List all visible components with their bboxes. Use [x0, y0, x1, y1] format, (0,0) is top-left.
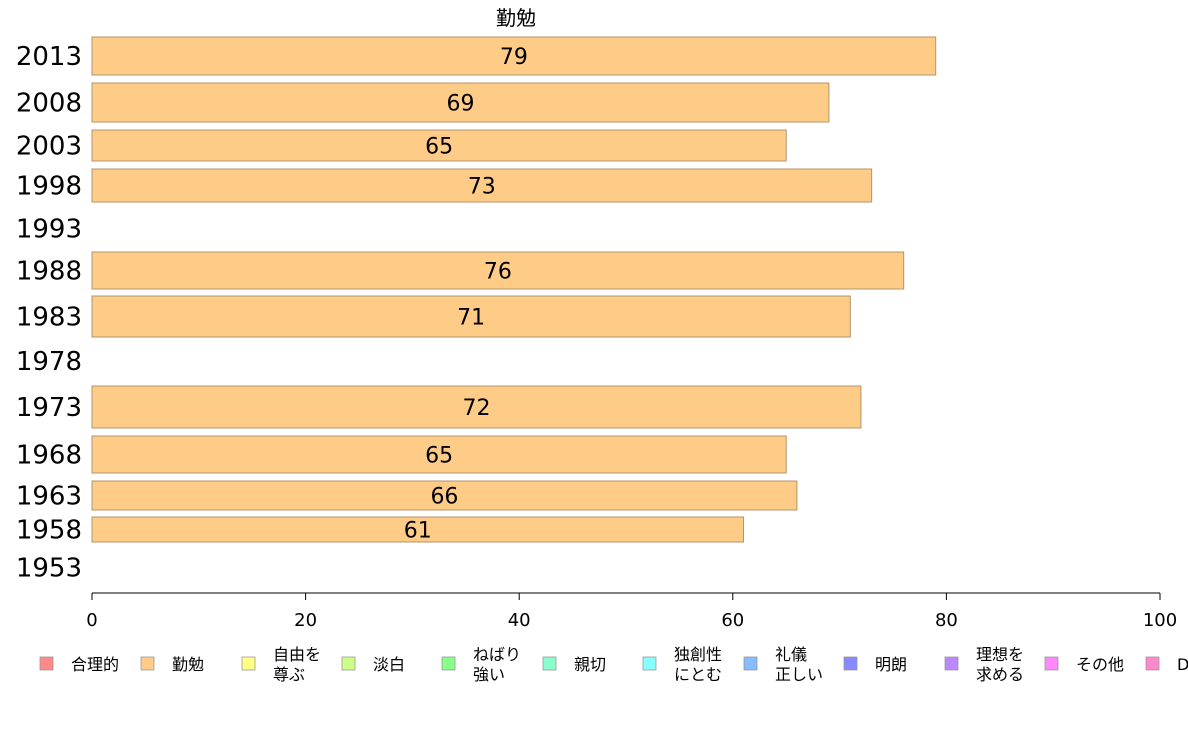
legend-swatch — [241, 656, 256, 671]
year-label-1978: 1978 — [16, 347, 82, 377]
value-label-1958: 61 — [404, 519, 432, 544]
year-label-1993: 1993 — [16, 215, 82, 245]
legend-label: 礼儀正しい — [775, 645, 823, 684]
legend-swatch — [1044, 656, 1059, 671]
legend-label: 理想を求める — [976, 645, 1024, 684]
legend-label: ねばり強い — [473, 645, 521, 684]
x-tick-label-100: 100 — [1143, 610, 1177, 631]
bar-1983 — [91, 295, 851, 338]
value-label-2003: 65 — [425, 135, 453, 160]
legend-swatch — [642, 656, 657, 671]
legend-swatch — [1145, 656, 1160, 671]
value-label-1973: 72 — [462, 396, 490, 421]
bar-1988 — [91, 251, 905, 290]
legend-label: 明朗 — [875, 655, 907, 674]
legend-swatch — [542, 656, 557, 671]
legend-item-0: 合理的 — [39, 655, 119, 674]
legend-item-11: D — [1145, 655, 1188, 674]
legend-item-6: 独創性にとむ — [642, 645, 722, 684]
chart-title: 勤勉 — [496, 6, 536, 30]
bar-2008 — [91, 82, 830, 123]
year-label-1998: 1998 — [16, 172, 82, 202]
legend-label: D — [1177, 655, 1188, 674]
bar-1958 — [91, 516, 744, 543]
value-label-1968: 65 — [425, 444, 453, 469]
year-label-1988: 1988 — [16, 257, 82, 287]
legend-swatch — [341, 656, 356, 671]
legend-item-5: 親切 — [542, 655, 606, 674]
year-label-2013: 2013 — [16, 42, 82, 72]
legend-item-3: 淡白 — [341, 655, 405, 674]
x-tick-label-0: 0 — [86, 610, 97, 631]
year-label-1973: 1973 — [16, 393, 82, 423]
year-label-2003: 2003 — [16, 132, 82, 162]
legend-label: 独創性にとむ — [674, 645, 722, 684]
year-label-1983: 1983 — [16, 303, 82, 333]
legend-item-10: その他 — [1044, 655, 1124, 674]
x-tick-label-40: 40 — [508, 610, 531, 631]
year-label-1953: 1953 — [16, 554, 82, 584]
value-label-1998: 73 — [468, 175, 496, 200]
year-label-1958: 1958 — [16, 516, 82, 546]
x-tick-label-60: 60 — [721, 610, 744, 631]
value-label-1983: 71 — [457, 306, 485, 331]
legend-label: 勤勉 — [172, 655, 204, 674]
legend-label: その他 — [1076, 655, 1124, 674]
year-label-1968: 1968 — [16, 441, 82, 471]
legend-label: 親切 — [574, 655, 606, 674]
bar-1968 — [91, 435, 787, 474]
legend-swatch — [944, 656, 959, 671]
legend-item-7: 礼儀正しい — [743, 645, 823, 684]
value-label-2013: 79 — [500, 45, 528, 70]
legend-item-8: 明朗 — [843, 655, 907, 674]
bar-1973 — [91, 385, 862, 429]
legend-swatch — [441, 656, 456, 671]
year-label-2008: 2008 — [16, 89, 82, 119]
legend-label: 自由を尊ぶ — [273, 645, 321, 684]
legend-swatch — [843, 656, 858, 671]
x-tick-label-80: 80 — [935, 610, 958, 631]
x-tick-label-20: 20 — [294, 610, 317, 631]
legend-swatch — [39, 656, 54, 671]
bar-1998 — [91, 168, 873, 203]
legend-label: 合理的 — [71, 655, 119, 674]
legend-item-2: 自由を尊ぶ — [241, 645, 321, 684]
bar-2003 — [91, 129, 787, 162]
legend-label: 淡白 — [373, 655, 405, 674]
legend-item-9: 理想を求める — [944, 645, 1024, 684]
bar-1963 — [91, 480, 798, 511]
value-label-1963: 66 — [430, 485, 458, 510]
value-label-1988: 76 — [484, 260, 512, 285]
year-label-1963: 1963 — [16, 482, 82, 512]
legend-swatch — [743, 656, 758, 671]
legend-item-4: ねばり強い — [441, 645, 521, 684]
bar-2013 — [91, 36, 937, 76]
legend-item-1: 勤勉 — [140, 655, 204, 674]
legend-swatch — [140, 656, 155, 671]
value-label-2008: 69 — [446, 92, 474, 117]
